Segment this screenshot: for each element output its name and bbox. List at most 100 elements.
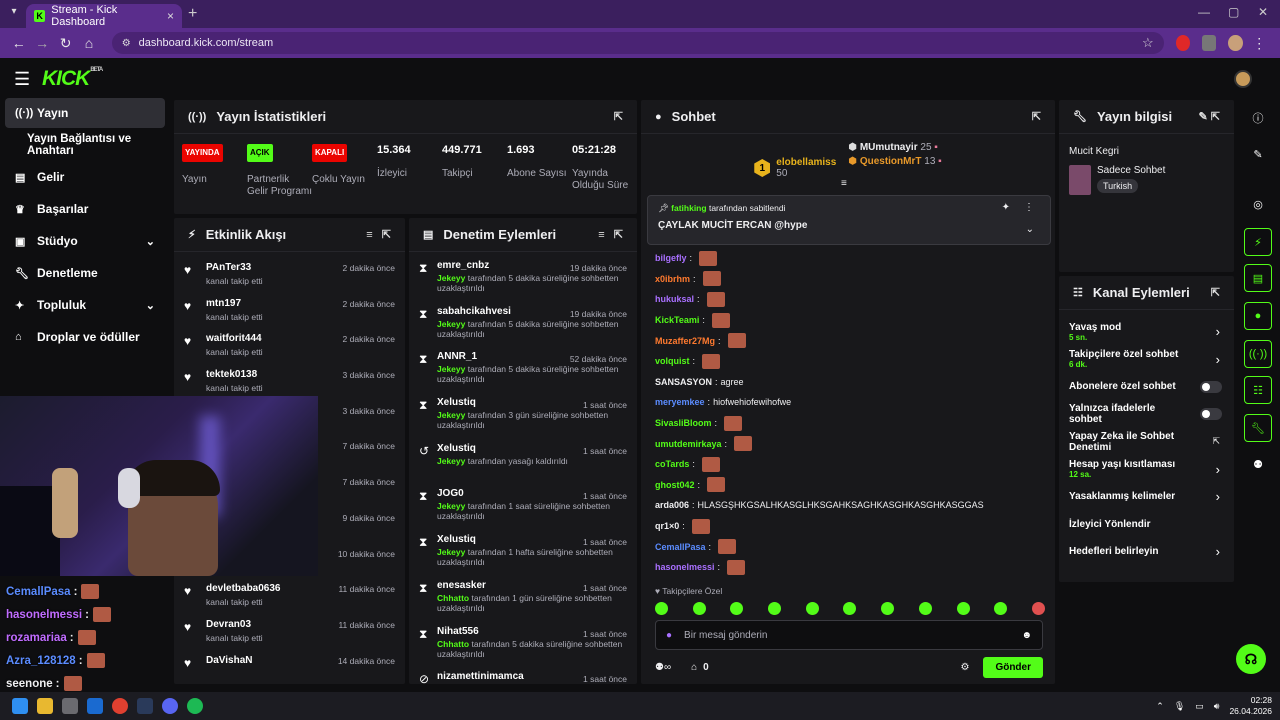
microphone-icon[interactable]: 🎙︎ xyxy=(1173,700,1186,711)
activity-row[interactable]: ♥ mtn197 kanalı takip etti 2 dakika önce xyxy=(174,288,405,324)
external-link-icon[interactable]: ⇱ xyxy=(1212,436,1220,447)
emote-icon[interactable] xyxy=(956,602,970,615)
back-icon[interactable]: ← xyxy=(11,35,26,51)
bookmark-star-icon[interactable]: ☆ xyxy=(1142,35,1154,50)
chat-username[interactable]: hasonelmessi xyxy=(655,562,715,573)
filter-icon[interactable]: ≡ ⇱ xyxy=(366,229,391,241)
channel-action-row[interactable]: Yasaklanmış kelimeler › xyxy=(1059,483,1234,511)
chat-message[interactable]: Muzaffer27Mg: xyxy=(641,330,1055,351)
chat-message[interactable]: coTards: xyxy=(641,454,1055,475)
chat-username[interactable]: arda006 xyxy=(655,500,690,511)
info-icon[interactable]: ⓘ xyxy=(1252,113,1264,125)
leader-1[interactable]: 1 elobellamiss 50 xyxy=(754,142,836,194)
site-info-icon[interactable]: ⚙ xyxy=(121,37,131,49)
address-bar[interactable]: ⚙ dashboard.kick.com/stream ☆ xyxy=(111,32,1164,54)
toggle-switch[interactable] xyxy=(1200,408,1222,421)
chat-message[interactable]: SivasliBloom: xyxy=(641,413,1055,434)
mic-icon[interactable]: ● xyxy=(666,629,673,641)
moderated-user[interactable]: sabahcikahvesi xyxy=(437,305,511,317)
chat-message[interactable]: x0ibrhm: xyxy=(641,269,1055,290)
stream-icon[interactable]: ((·)) xyxy=(1244,340,1272,368)
activity-user[interactable]: devletbaba0636 xyxy=(206,583,281,595)
channel-action-row[interactable]: Abonelere özel sohbet xyxy=(1059,373,1234,401)
moderator-name[interactable]: Jekeyy xyxy=(437,501,466,512)
moderated-user[interactable]: nizamettinimamca xyxy=(437,671,524,683)
chat-username[interactable]: qr1×0 xyxy=(655,521,680,532)
chat-username[interactable]: SANSASYON xyxy=(655,376,713,387)
chrome-icon[interactable] xyxy=(112,698,128,714)
moderation-row[interactable]: ⧗ Xelustiq Jekeyy tarafından 3 gün süreliğ… xyxy=(409,389,637,435)
moderated-user[interactable]: Nihat556 xyxy=(437,625,479,637)
chat-message[interactable]: arda006: HLASGŞHKGSALHKASGLHKSGAHKSAGHKAS… xyxy=(641,495,1055,516)
channel-action-row[interactable]: Hesap yaşı kısıtlaması 12 sa. › xyxy=(1059,456,1234,484)
sidebar-item-basarilar[interactable]: ♛ Başarılar xyxy=(15,202,89,216)
sidebar-item-studyo[interactable]: ▣ Stüdyo ⌄ xyxy=(15,234,155,248)
chevron-down-icon[interactable]: ⌄ xyxy=(1025,224,1034,235)
chat-message[interactable]: qr1×0: xyxy=(641,516,1055,537)
sidebar-item-droplar[interactable]: ⌂ Droplar ve ödüller xyxy=(15,330,140,344)
emote-icon[interactable] xyxy=(843,602,857,615)
chat-username[interactable]: umutdemirkaya xyxy=(655,438,722,449)
emote-icon[interactable] xyxy=(994,602,1008,615)
activity-row[interactable]: ♥ devletbaba0636 kanalı takip etti 11 dakik… xyxy=(174,573,405,609)
emote-icon[interactable] xyxy=(805,602,819,615)
unpin-icon[interactable]: ✦ xyxy=(1001,202,1010,213)
moderated-user[interactable]: Xelustiq xyxy=(437,534,476,546)
activity-row[interactable]: ♥ Devran03 kanalı takip etti 11 dakika önce xyxy=(174,609,405,645)
activity-user[interactable]: Devran03 xyxy=(206,618,252,630)
activity-user[interactable]: mtn197 xyxy=(206,297,242,309)
edit-icon[interactable]: ✎ xyxy=(1253,148,1263,161)
moderator-name[interactable]: Jekeyy xyxy=(437,364,466,375)
emote-icon[interactable] xyxy=(730,602,744,615)
chat-username[interactable]: hukuksal xyxy=(655,294,695,305)
tab-close-icon[interactable]: × xyxy=(166,9,174,23)
wrench-icon[interactable]: 🔧︎ xyxy=(1244,414,1272,442)
moderated-user[interactable]: Xelustiq xyxy=(437,442,476,454)
chat-input[interactable]: ● Bir mesaj gönderin ☻ xyxy=(655,620,1043,650)
popout-icon[interactable]: ⇱ xyxy=(613,111,623,123)
discord-icon[interactable] xyxy=(162,698,178,714)
send-button[interactable]: Gönder xyxy=(983,656,1043,678)
window-close-icon[interactable]: ✕ xyxy=(1258,5,1269,19)
chevron-right-icon[interactable]: › xyxy=(1215,544,1220,560)
profile-avatar-icon[interactable] xyxy=(1228,35,1243,51)
sidebar-item-gelir[interactable]: ▤ Gelir xyxy=(15,170,65,184)
browser-menu-icon[interactable]: ⋮ xyxy=(1252,34,1267,51)
channel-action-row[interactable]: Yavaş mod 5 sn. › xyxy=(1059,318,1234,346)
moderation-row[interactable]: ⧗ Xelustiq Jekeyy tarafından 1 hafta sürel… xyxy=(409,526,637,572)
spotify-icon[interactable] xyxy=(187,698,203,714)
activity-user[interactable]: DaVishaN xyxy=(206,654,253,666)
expand-leaderboard-icon[interactable]: ≡ xyxy=(841,178,847,189)
reload-icon[interactable]: ↻ xyxy=(59,34,72,51)
moderator-name[interactable]: Chhatto xyxy=(437,638,470,649)
moderation-row[interactable]: ⧗ JOG0 Jekeyy tarafından 1 saat süreliğine… xyxy=(409,480,637,526)
moderation-row[interactable]: ⧗ enesasker Chhatto tarafından 1 gün sürel… xyxy=(409,572,637,618)
support-headset-icon[interactable]: ☊ xyxy=(1236,644,1266,674)
leader-2[interactable]: ⬢ MUmutnayir 25 ▪ xyxy=(848,142,938,153)
volume-icon[interactable]: 🔊︎ xyxy=(1213,700,1220,711)
chevron-right-icon[interactable]: › xyxy=(1215,351,1220,367)
more-options-icon[interactable]: ⋮ xyxy=(1024,202,1034,213)
sidebar-item-denetleme[interactable]: 🔧︎ Denetleme xyxy=(15,266,98,280)
chat-username[interactable]: SivasliBloom xyxy=(655,418,712,429)
tray-chevron-icon[interactable]: ⌃ xyxy=(1156,700,1164,711)
chat-username[interactable]: x0ibrhm xyxy=(655,273,691,284)
add-widget-icon[interactable]: ⚉ xyxy=(1253,458,1263,471)
target-icon[interactable]: ◎ xyxy=(1253,198,1263,211)
emote-icon[interactable] xyxy=(918,602,932,615)
chat-username[interactable]: CemallPasa xyxy=(655,541,706,552)
moderator-name[interactable]: Jekeyy xyxy=(437,455,466,466)
chat-message[interactable]: volquist: xyxy=(641,351,1055,372)
popout-icon[interactable]: ⇱ xyxy=(1031,111,1041,123)
gift-icon[interactable]: ⌂ xyxy=(691,661,698,673)
chat-settings-icon[interactable]: ⚙ xyxy=(960,661,970,673)
clock[interactable]: 02:28 26.04.2026 xyxy=(1229,695,1272,716)
channel-action-row[interactable]: Yapay Zeka ile Sohbet Denetimi ⇱ xyxy=(1059,428,1234,456)
windows-start-icon[interactable] xyxy=(12,698,28,714)
emote-icon[interactable] xyxy=(1031,602,1045,615)
emote-icon[interactable] xyxy=(881,602,895,615)
user-avatar[interactable] xyxy=(1234,70,1252,88)
toggle-switch[interactable] xyxy=(1200,380,1222,393)
minimize-icon[interactable]: — xyxy=(1198,5,1210,19)
sidebar-item-yayin[interactable]: ((·)) Yayın xyxy=(5,98,165,128)
